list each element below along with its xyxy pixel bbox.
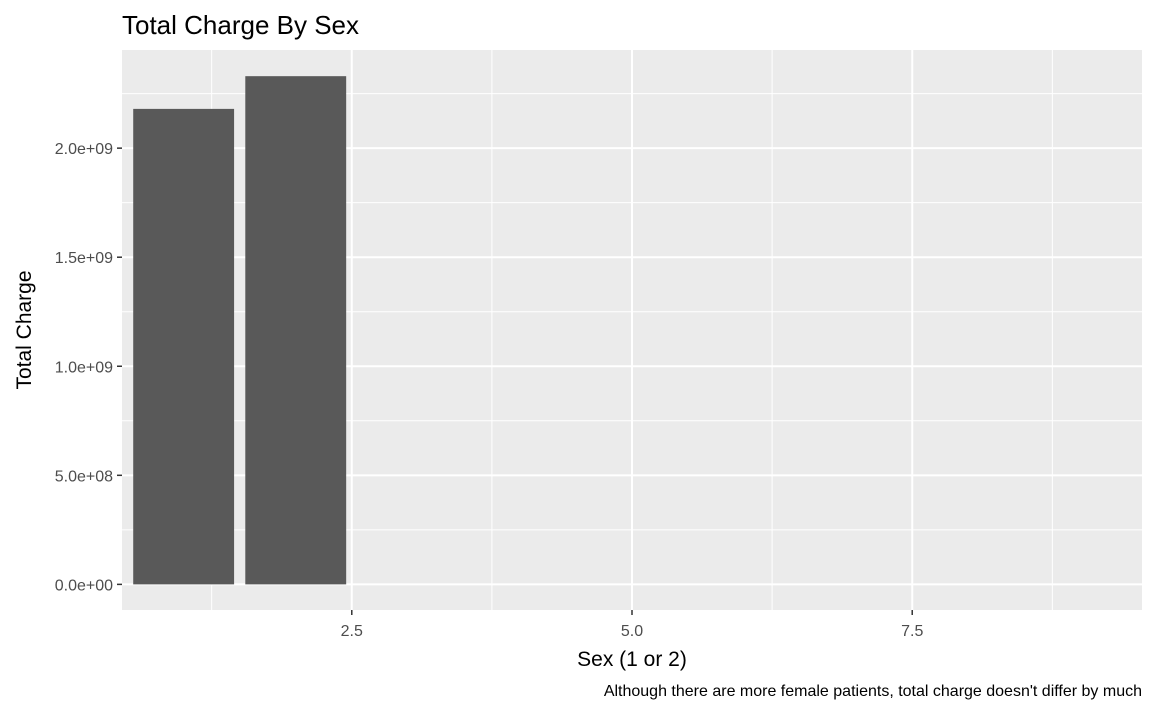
y-axis: 0.0e+00 5.0e+08 1.0e+09 1.5e+09 2.0e+09 (55, 141, 122, 594)
x-axis-title: Sex (1 or 2) (577, 648, 687, 671)
y-tick-label: 0.0e+00 (55, 577, 113, 594)
x-axis: 2.5 5.0 7.5 (341, 610, 923, 640)
bar-sex-1 (133, 108, 235, 585)
y-tick-label: 5.0e+08 (55, 468, 113, 485)
x-tick-label: 5.0 (621, 623, 643, 640)
bars (133, 76, 347, 585)
x-tick-label: 7.5 (901, 623, 923, 640)
chart-title: Total Charge By Sex (122, 10, 359, 40)
y-tick-label: 2.0e+09 (55, 141, 113, 158)
x-tick-label: 2.5 (341, 623, 363, 640)
y-tick-label: 1.5e+09 (55, 250, 113, 267)
y-tick-label: 1.0e+09 (55, 359, 113, 376)
bar-sex-2 (245, 76, 347, 585)
y-axis-title: Total Charge (13, 270, 36, 389)
chart-caption: Although there are more female patients,… (604, 683, 1142, 700)
